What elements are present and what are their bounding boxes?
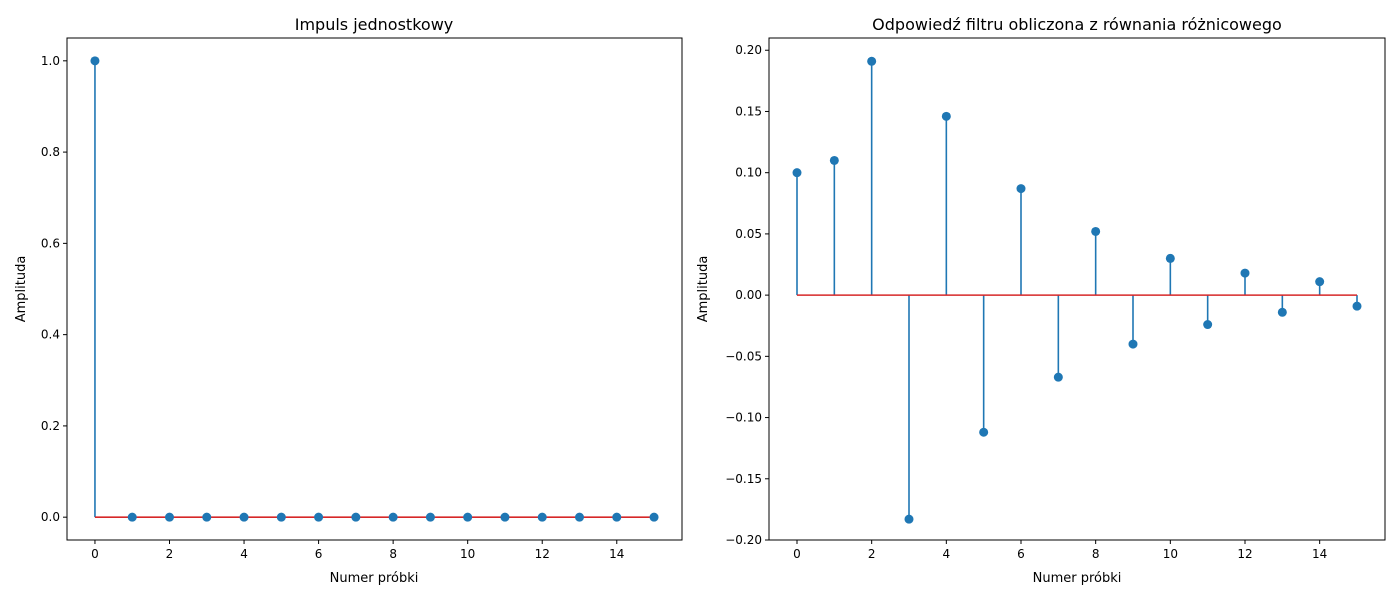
y-tick-label: 0.15 — [735, 104, 762, 118]
chart-title: Impuls jednostkowy — [295, 15, 454, 34]
x-tick-label: 6 — [315, 547, 323, 561]
data-point — [867, 56, 877, 66]
y-tick-label: 0.6 — [41, 236, 60, 250]
ticks: 0 2 4 6 8 10 12 14 0.20 0.15 0.10 0.05 0.00 −0.05 −0.1… — [725, 43, 1327, 561]
chart-marks — [792, 56, 1362, 524]
data-point — [1203, 320, 1213, 330]
data-point — [1240, 268, 1250, 278]
data-point — [979, 427, 989, 437]
data-point — [388, 512, 398, 522]
x-tick-label: 12 — [535, 547, 550, 561]
ticks: 0 2 4 6 8 10 12 14 0.0 0.2 0.4 0.6 0.8 1.0 — [41, 54, 625, 561]
y-axis-label: Amplituda — [14, 256, 29, 323]
x-tick-label: 10 — [1163, 547, 1178, 561]
x-axis-label: Numer próbki — [330, 571, 419, 586]
x-tick-label: 14 — [1312, 547, 1327, 561]
plot-frame — [66, 37, 683, 541]
y-tick-label: 1.0 — [41, 54, 60, 68]
y-tick-label: 0.10 — [735, 166, 762, 180]
y-tick-label: 0.8 — [41, 145, 60, 159]
data-point — [500, 512, 510, 522]
data-point — [1091, 226, 1101, 236]
data-point — [127, 512, 137, 522]
data-point — [1352, 301, 1362, 311]
x-tick-label: 2 — [868, 547, 876, 561]
data-point — [1277, 307, 1287, 317]
chart-marks — [90, 56, 659, 522]
x-tick-label: 12 — [1237, 547, 1252, 561]
plot-frame — [768, 37, 1386, 541]
y-tick-label: 0.0 — [41, 510, 60, 524]
x-tick-label: 4 — [943, 547, 951, 561]
data-point — [90, 56, 100, 66]
x-tick-label: 8 — [389, 547, 397, 561]
chart-title: Odpowiedź filtru obliczona z równania ró… — [872, 15, 1282, 34]
data-point — [239, 512, 249, 522]
data-point — [649, 512, 659, 522]
x-axis-label: Numer próbki — [1033, 571, 1122, 586]
data-point — [1315, 277, 1325, 287]
chart-impulse: Impuls jednostkowy 0 2 4 6 8 10 12 140.00.20.40… — [14, 15, 683, 586]
data-point — [829, 155, 839, 165]
data-point — [165, 512, 174, 522]
y-tick-label: 0.05 — [735, 227, 762, 241]
data-point — [575, 512, 584, 522]
data-point — [276, 512, 286, 522]
y-tick-label: 0.4 — [41, 328, 60, 342]
data-point — [1128, 339, 1138, 349]
data-point — [463, 512, 473, 522]
data-point — [1165, 253, 1175, 263]
x-tick-label: 2 — [166, 547, 174, 561]
data-point — [792, 168, 802, 178]
y-tick-label: −0.15 — [725, 472, 762, 486]
x-tick-label: 6 — [1017, 547, 1025, 561]
data-point — [537, 512, 547, 522]
x-tick-label: 0 — [91, 547, 99, 561]
chart-filter-response: Odpowiedź filtru obliczona z równania ró… — [696, 15, 1386, 586]
data-point — [425, 512, 435, 522]
y-tick-label: 0.2 — [41, 419, 60, 433]
y-axis-label: Amplituda — [696, 256, 711, 323]
data-point — [202, 512, 212, 522]
x-tick-label: 8 — [1092, 547, 1100, 561]
data-point — [904, 514, 914, 524]
data-point — [314, 512, 324, 522]
data-point — [941, 111, 951, 121]
y-tick-label: −0.10 — [725, 411, 762, 425]
y-tick-label: 0.00 — [735, 288, 762, 302]
data-point — [1016, 184, 1026, 194]
data-point — [612, 512, 622, 522]
data-point — [1053, 372, 1063, 382]
x-tick-label: 10 — [460, 547, 475, 561]
x-tick-label: 0 — [793, 547, 801, 561]
y-tick-label: −0.20 — [725, 533, 762, 547]
y-tick-label: −0.05 — [725, 349, 762, 363]
y-tick-label: 0.20 — [735, 43, 762, 57]
x-tick-label: 4 — [240, 547, 248, 561]
data-point — [351, 512, 361, 522]
x-tick-label: 14 — [609, 547, 624, 561]
